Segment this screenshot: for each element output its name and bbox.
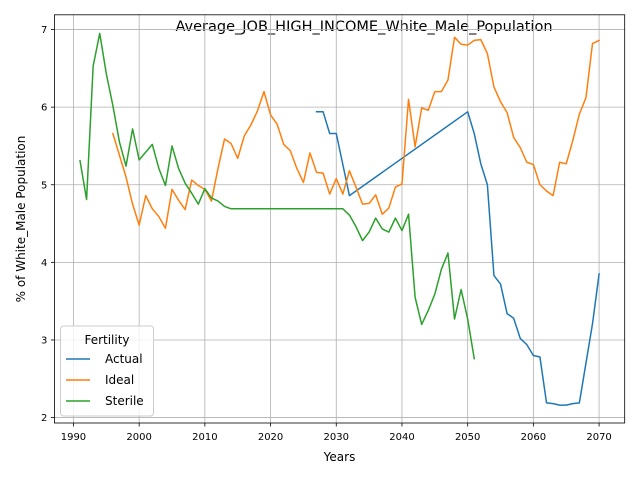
y-tick-label: 7: [41, 25, 47, 36]
x-axis: 1990 2000 2010 2020 2030 2040 2050 2060 2070: [61, 423, 612, 443]
y-tick-label: 6: [41, 103, 47, 114]
series-line-actual: [315, 111, 600, 406]
legend: Fertility Actual Ideal Sterile: [60, 325, 154, 417]
y-axis: 2 3 4 5 6 7: [41, 25, 55, 424]
x-tick-label: 2040: [389, 432, 414, 443]
legend-title: Fertility: [84, 333, 129, 347]
grid: [54, 14, 625, 423]
legend-box: [60, 325, 154, 417]
y-tick-label: 5: [41, 180, 47, 191]
legend-label-ideal: Ideal: [105, 373, 134, 387]
legend-label-sterile: Sterile: [105, 394, 144, 408]
x-tick-label: 2020: [258, 432, 283, 443]
chart-title: Average_JOB_HIGH_INCOME_White_Male_Popul…: [175, 19, 552, 35]
x-tick-label: 2030: [324, 432, 349, 443]
y-tick-label: 3: [41, 336, 47, 347]
x-tick-label: 2070: [586, 432, 611, 443]
x-tick-label: 1990: [61, 432, 86, 443]
legend-label-actual: Actual: [105, 352, 143, 366]
y-tick-label: 2: [41, 413, 47, 424]
x-tick-label: 2050: [455, 432, 480, 443]
series-line-ideal: [111, 36, 601, 229]
x-tick-label: 2010: [192, 432, 217, 443]
plot-frame: [54, 14, 626, 424]
x-tick-label: 2060: [521, 432, 546, 443]
series-line-sterile: [79, 32, 476, 360]
y-tick-label: 4: [41, 258, 47, 269]
x-tick-label: 2000: [126, 432, 151, 443]
series-layer: [79, 32, 601, 406]
x-axis-label: Years: [323, 450, 356, 464]
y-axis-label: % of White_Male Population: [14, 136, 28, 303]
legend-items: Actual Ideal Sterile: [66, 352, 144, 408]
